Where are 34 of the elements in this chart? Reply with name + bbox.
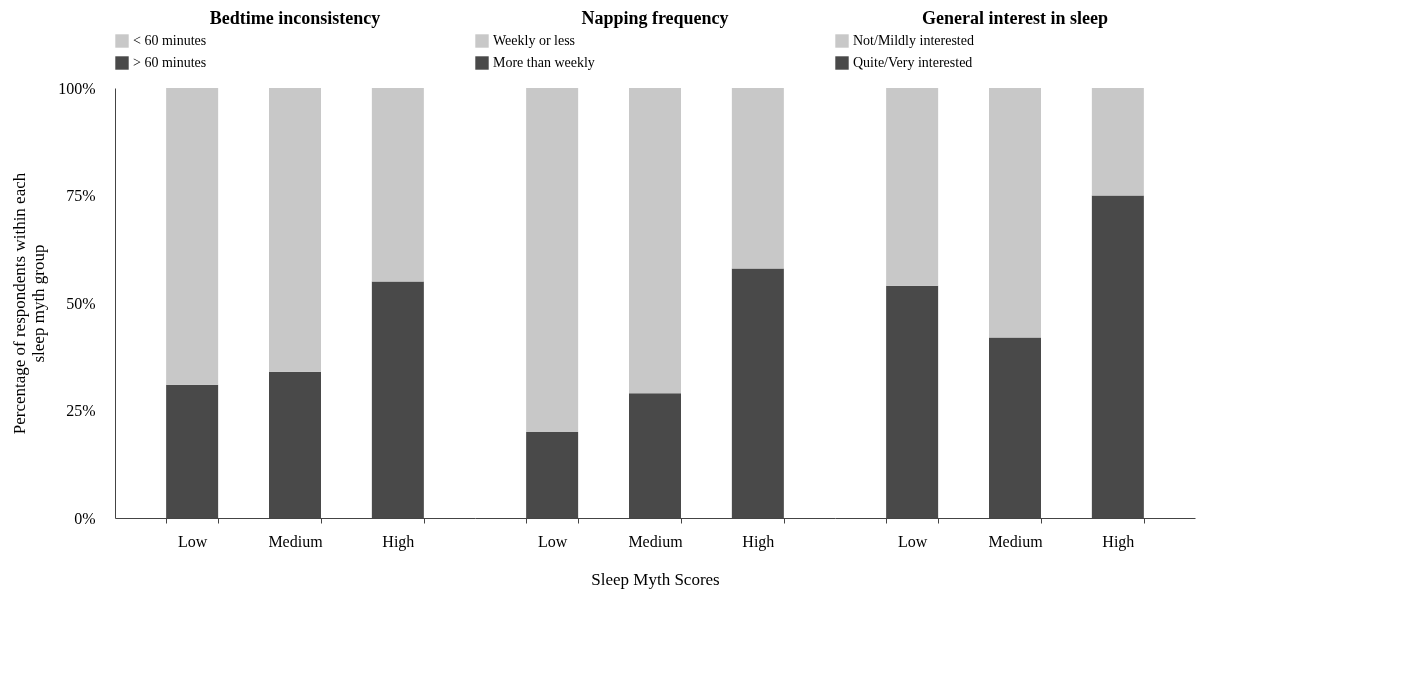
legend-label: Not/Mildly interested	[853, 33, 974, 48]
chart-title: Bedtime inconsistency	[209, 8, 381, 28]
legend-label: > 60 minutes	[133, 55, 207, 70]
legend-label: More than weekly	[493, 55, 595, 70]
x-tick-label: Medium	[268, 532, 324, 550]
bar	[526, 88, 579, 432]
y-tick-label: 0%	[74, 509, 96, 527]
x-tick-label: High	[1102, 532, 1135, 551]
bar	[269, 88, 321, 372]
x-tick-label: Medium	[628, 532, 684, 550]
legend-label: < 60 minutes	[133, 33, 207, 48]
x-tick-label: Low	[537, 532, 568, 550]
chart-title: Napping frequency	[581, 8, 729, 28]
bar	[989, 88, 1041, 338]
bar	[731, 88, 784, 269]
bar	[886, 88, 939, 286]
x-tick-label: High	[382, 532, 415, 551]
y-axis-title: Percentage of respondents within each sleep myth group	[10, 172, 49, 435]
chart-title: General interest in sleep	[921, 8, 1109, 28]
bar	[371, 88, 424, 282]
y-tick-label: 100%	[58, 79, 96, 97]
x-tick-label: Medium	[988, 532, 1044, 550]
x-tick-label: Low	[177, 532, 208, 550]
y-tick-label: 75%	[66, 187, 96, 204]
x-tick-label: High	[742, 532, 775, 551]
bar	[1091, 88, 1144, 196]
legend-label: Quite/Very interested	[853, 55, 973, 70]
bar	[629, 88, 681, 394]
y-tick-label: 25%	[66, 402, 96, 419]
y-tick-label: 50%	[66, 294, 96, 312]
bar	[166, 88, 219, 385]
legend-label: Weekly or less	[493, 33, 576, 48]
x-axis-title: Sleep Myth Scores	[591, 569, 720, 589]
x-tick-label: Low	[897, 532, 928, 550]
